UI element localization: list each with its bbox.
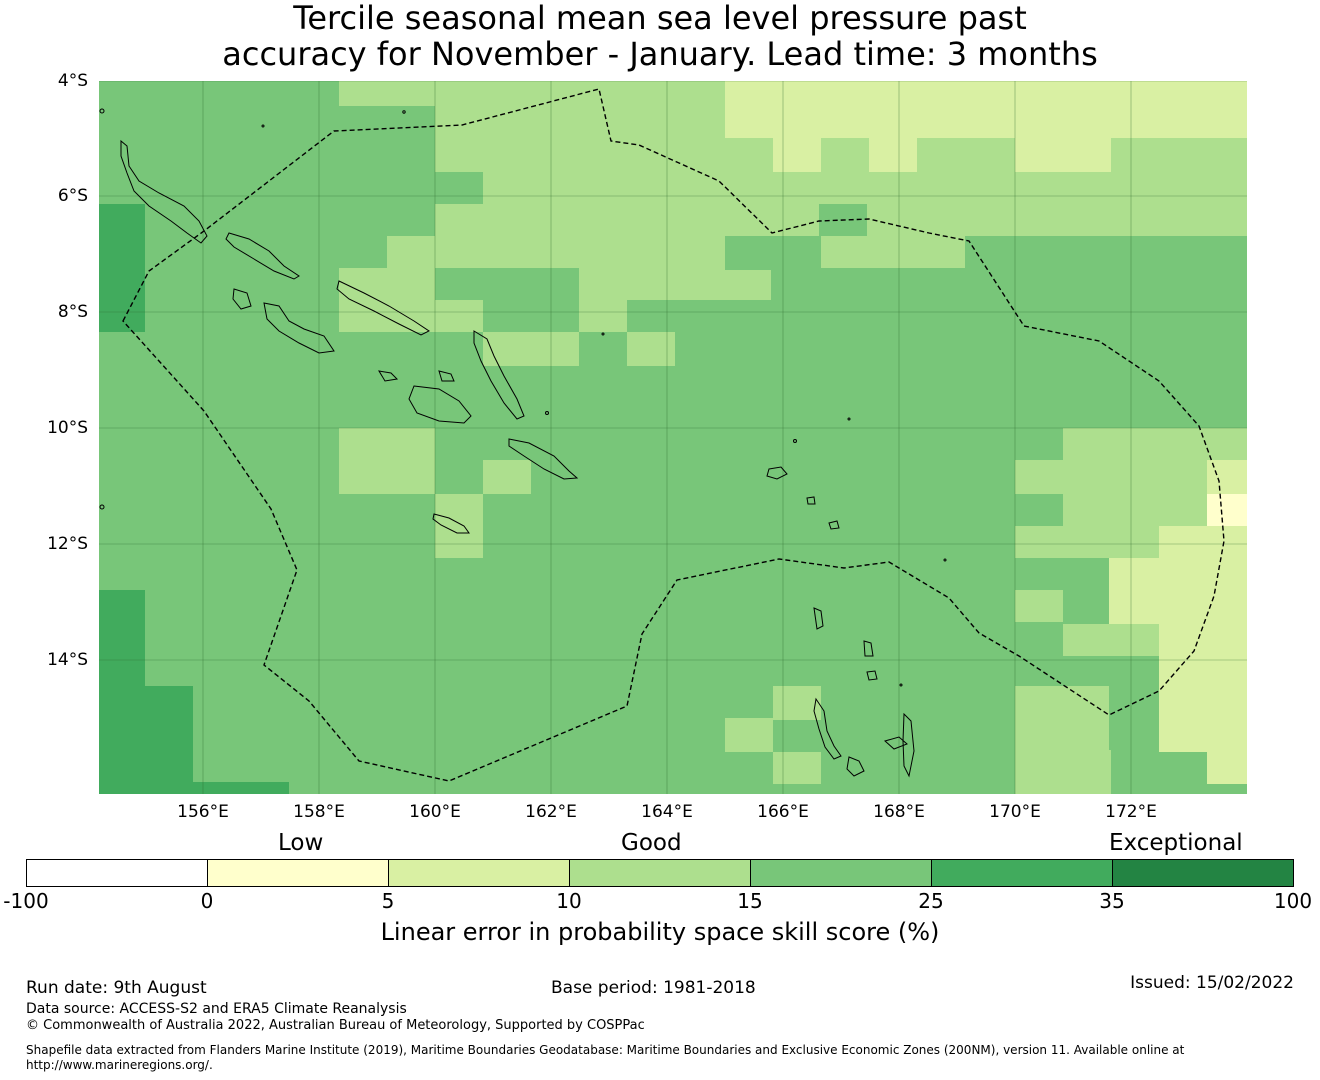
colorbar-segment: [1113, 860, 1293, 886]
lat-label-4s: 4°S: [57, 71, 88, 91]
island-torres: [813, 607, 824, 630]
lon-label-166e: 166°E: [757, 802, 809, 822]
colorbar-segment: [570, 860, 751, 886]
lat-label-12s: 12°S: [47, 534, 88, 554]
shapefile-credit-line1: Shapefile data extracted from Flanders M…: [26, 1043, 1185, 1057]
data-source: Data source: ACCESS-S2 and ERA5 Climate …: [26, 1001, 407, 1017]
lat-label-14s: 14°S: [47, 650, 88, 670]
lat-label-10s: 10°S: [47, 418, 88, 438]
colorbar-tick: 10: [556, 889, 582, 913]
island-vella-lavella: [232, 288, 252, 310]
colorbar-segment: [389, 860, 570, 886]
copyright: © Commonwealth of Australia 2022, Austra…: [26, 1018, 645, 1033]
lon-label-156e: 156°E: [177, 802, 229, 822]
lat-label-8s: 8°S: [57, 302, 88, 322]
skill-patch-pale: [1207, 494, 1247, 526]
island-choiseul: [225, 232, 300, 280]
island-santa-isabel: [336, 280, 430, 336]
lon-label-160e: 160°E: [409, 802, 461, 822]
colorbar-tick: 5: [381, 889, 395, 913]
skill-map: [99, 81, 1247, 794]
island-espiritu-santo: [813, 697, 842, 760]
coastlines: [99, 108, 947, 778]
lon-label-162e: 162°E: [525, 802, 577, 822]
island-makira: [508, 438, 579, 480]
colorbar: [26, 859, 1294, 887]
island-malekula: [883, 736, 908, 750]
graticule: [99, 81, 1247, 794]
island-efate: [846, 756, 865, 777]
colorbar-tick: 100: [1273, 889, 1313, 913]
map-title-line2: accuracy for November - January. Lead ti…: [222, 35, 1098, 73]
issued-date: Issued: 15/02/2022: [1130, 973, 1294, 993]
skill-patches-high: [99, 204, 289, 794]
shapefile-credit-line2: http://www.marineregions.org/.: [26, 1058, 213, 1072]
lon-label-164e: 164°E: [641, 802, 693, 822]
eez-boundary: [122, 88, 1225, 782]
skill-patches-low: [725, 81, 1247, 784]
colorbar-category-low: Low: [278, 830, 324, 856]
island-utupua: [828, 520, 840, 530]
island-nggela: [438, 370, 455, 382]
lon-label-170e: 170°E: [989, 802, 1041, 822]
colorbar-label: Linear error in probability space skill …: [380, 918, 940, 946]
map-title-line1: Tercile seasonal mean sea level pressure…: [293, 0, 1027, 37]
colorbar-segment: [208, 860, 389, 886]
colorbar-category-exceptional: Exceptional: [1109, 830, 1243, 856]
colorbar-tick: -100: [3, 889, 49, 913]
run-date: Run date: 9th August: [26, 978, 207, 998]
colorbar-tick: 25: [918, 889, 944, 913]
colorbar-tick: 35: [1099, 889, 1125, 913]
skill-patches-medium: [435, 172, 1247, 750]
island-guadalcanal: [408, 385, 472, 424]
colorbar-tick: 15: [737, 889, 763, 913]
island-florida: [378, 370, 399, 382]
colorbar-segment: [27, 860, 208, 886]
lon-label-172e: 172°E: [1105, 802, 1157, 822]
island-gaua: [866, 670, 878, 681]
colorbar-tick: 0: [200, 889, 214, 913]
colorbar-segment: [932, 860, 1113, 886]
colorbar-segment: [751, 860, 932, 886]
base-period: Base period: 1981-2018: [551, 978, 756, 998]
lat-label-6s: 6°S: [57, 186, 88, 206]
island-rennell: [432, 513, 470, 534]
island-banks: [863, 640, 874, 657]
island-new-georgia: [263, 302, 335, 354]
island-nendo: [766, 466, 788, 480]
island-vanikoro: [806, 496, 816, 505]
lon-label-168e: 168°E: [873, 802, 925, 822]
island-bougainville: [120, 139, 208, 244]
colorbar-category-good: Good: [621, 830, 682, 856]
island-malaita: [473, 330, 525, 420]
lon-label-158e: 158°E: [293, 802, 345, 822]
island-ambae: [902, 712, 915, 778]
